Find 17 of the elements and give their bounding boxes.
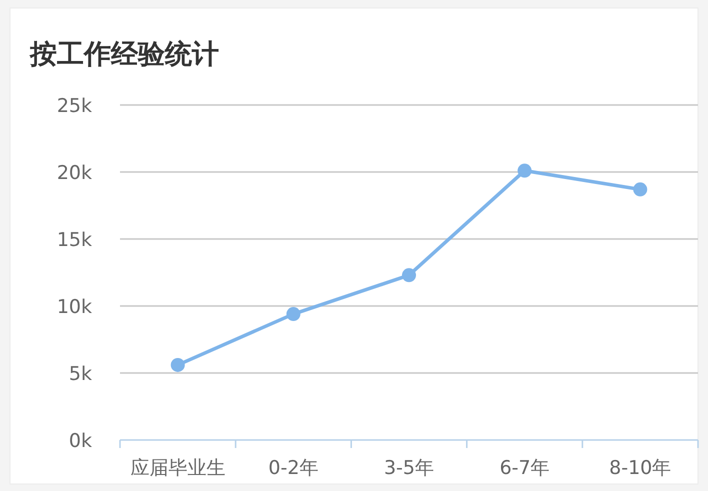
point [518,164,532,178]
x-tick-label: 应届毕业生 [130,457,226,479]
x-tick-label: 8-10年 [609,457,672,479]
x-tick-label: 0-2年 [268,457,318,479]
point [170,358,185,372]
y-tick-label: 10k [56,296,92,318]
x-tick-label: 6-7年 [500,457,550,479]
y-tick-label: 15k [56,229,92,251]
y-tick-label: 5k [68,363,92,385]
point [402,268,416,282]
y-tick-label: 20k [56,162,92,184]
x-tick-label: 3-5年 [384,457,434,479]
point [286,307,300,322]
point [633,182,648,196]
chart-title: 按工作经验统计 [29,39,219,70]
y-tick-label: 25k [56,95,92,117]
y-tick-label: 0k [68,430,92,452]
